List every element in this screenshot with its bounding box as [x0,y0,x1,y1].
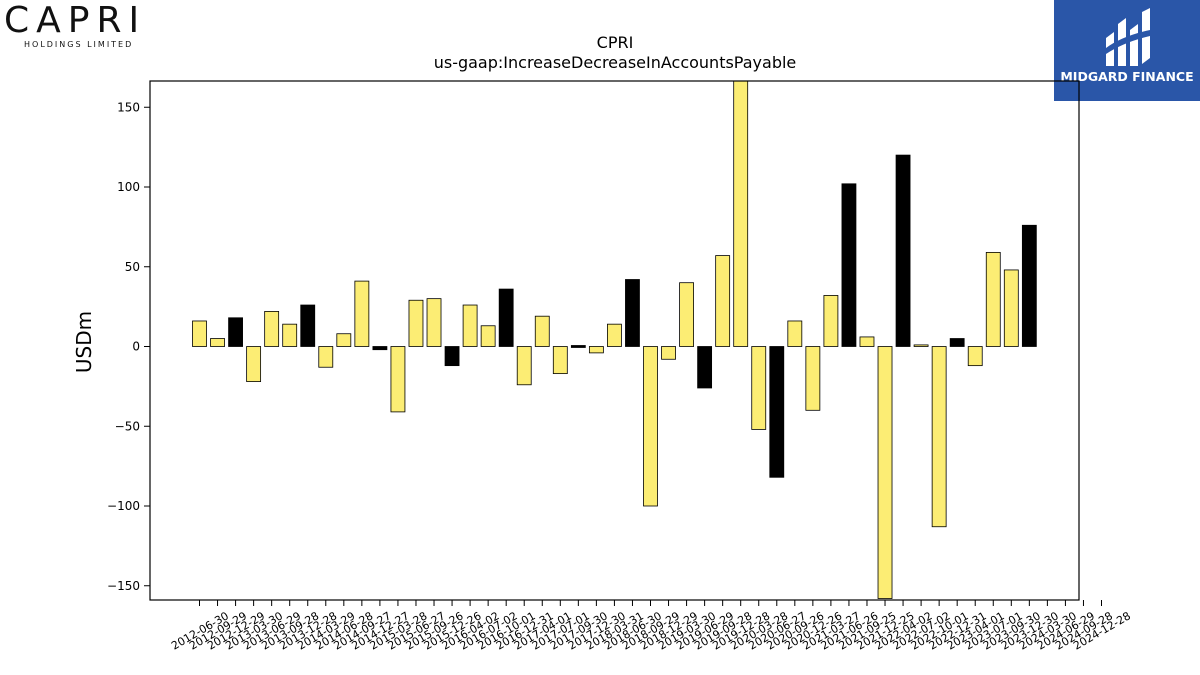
bar [552,346,568,375]
bar [444,346,460,367]
bar [300,304,316,347]
bar [534,315,550,347]
bar [985,251,1001,347]
bar [372,346,388,351]
bar [1003,269,1019,347]
chart-title: CPRI [597,33,634,52]
bar [859,336,875,347]
plot-area: −150−100−500501001502012-06-302012-09-29… [107,80,1133,653]
plot-frame [149,80,1080,601]
bar [661,346,676,360]
bar [426,298,442,347]
bar [354,280,370,347]
y-tick-label: 100 [117,180,140,194]
capri-logo-subtitle: HOLDINGS LIMITED [24,40,134,49]
bar [192,320,207,347]
bar [643,346,658,507]
bar [1021,224,1037,347]
bar [679,282,694,347]
y-tick-label: −100 [107,499,140,513]
bar [751,346,767,430]
bar [318,346,334,368]
bar [769,346,785,478]
midgard-finance-logo: MIDGARD FINANCE [1054,0,1200,101]
bar [967,346,983,367]
bar [498,288,514,347]
midgard-logo-name: MIDGARD FINANCE [1060,69,1194,84]
bar [625,279,640,347]
bar [282,323,298,347]
bar [390,346,406,413]
y-tick-label: 50 [125,260,140,274]
bar [823,295,839,347]
bar [715,255,731,347]
bar [913,344,929,347]
bar [480,325,496,347]
y-tick-label: −50 [115,419,140,433]
bar [949,338,965,347]
y-tick-label: 150 [117,100,140,114]
bar [787,320,803,347]
bar [607,323,622,347]
capri-logo: CAPRI HOLDINGS LIMITED [2,0,162,56]
bar [895,154,911,347]
bar [733,80,749,347]
bar [246,346,262,382]
bar [841,183,857,347]
y-tick-label: −150 [107,579,140,593]
bar [228,317,243,347]
bar [264,311,280,347]
bar [570,345,586,348]
bar [408,299,424,347]
chart-subtitle: us-gaap:IncreaseDecreaseInAccountsPayabl… [434,53,797,72]
bar [516,346,532,386]
y-tick-label: 0 [132,340,140,354]
bar [462,304,478,347]
bar [588,346,604,354]
y-axis-label: USDm [72,311,96,373]
bar [210,338,225,347]
bar [805,346,821,411]
bar [336,333,352,347]
midgard-mark-icon [1106,8,1150,66]
bar [697,346,713,389]
bar [877,346,893,599]
bar [931,346,947,528]
capri-logo-brand: CAPRI [4,0,147,41]
